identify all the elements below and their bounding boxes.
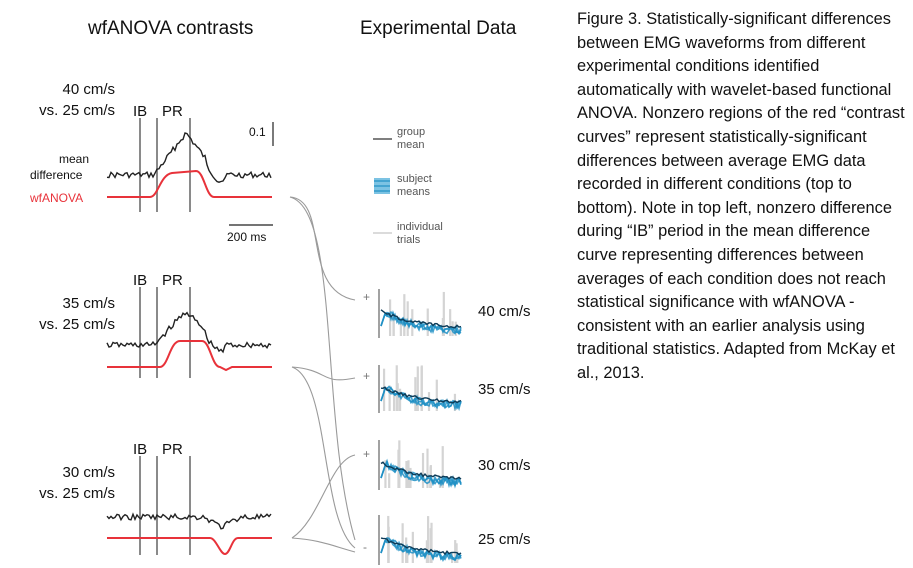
legend-individual-trials: individual trials xyxy=(397,221,443,247)
connector-line xyxy=(291,537,356,553)
period-ib-label: IB xyxy=(133,103,148,120)
condition-label: 25 cm/s xyxy=(478,531,531,548)
mean-difference-label-line2: difference xyxy=(30,168,83,182)
emg-plots xyxy=(378,289,462,565)
period-ib-label: IB xyxy=(133,441,148,458)
wfanova-contrast-curve xyxy=(107,340,272,372)
comparison-line-1: 40 cm/s xyxy=(62,81,115,98)
mean-difference-curve xyxy=(106,132,272,183)
period-pr-label: PR xyxy=(162,441,183,458)
legend-text: individual xyxy=(397,221,443,233)
group-mean-trace xyxy=(380,461,462,480)
figure-caption: Figure 3. Statistically-significant diff… xyxy=(577,10,905,382)
mean-difference-curve xyxy=(106,512,272,530)
time-scale-label: 200 ms xyxy=(227,230,267,244)
connector-line xyxy=(289,196,356,301)
period-pr-label: PR xyxy=(162,103,183,120)
comparison-line-2: vs. 25 cm/s xyxy=(39,102,115,119)
connector-lines xyxy=(289,196,356,553)
group-mean-trace xyxy=(380,537,462,556)
legend-subject-means: subject means xyxy=(397,173,432,199)
condition-label: 35 cm/s xyxy=(478,381,531,398)
wfanova-contrast-curve xyxy=(107,537,272,556)
comparison-line-1: 30 cm/s xyxy=(62,464,115,481)
connector-line xyxy=(291,366,356,381)
legend-text: subject xyxy=(397,173,432,185)
mean-difference-label-line1: mean xyxy=(59,152,90,166)
amplitude-scale-label: 0.1 xyxy=(249,125,266,139)
condition-label: 40 cm/s xyxy=(478,303,531,320)
legend-text: group xyxy=(397,126,426,138)
mean-difference-curve xyxy=(106,311,272,354)
connector-line xyxy=(291,454,356,539)
period-ib-label: IB xyxy=(133,272,148,289)
period-pr-label: PR xyxy=(162,272,183,289)
legend-text: trials xyxy=(397,234,421,246)
contrast-sign: + xyxy=(363,290,371,304)
subject-mean-trace xyxy=(380,458,462,489)
contrast-sign: + xyxy=(363,369,371,383)
middle-column-title: Experimental Data xyxy=(360,18,517,39)
panels-layer xyxy=(106,118,274,556)
group-mean-trace xyxy=(380,309,462,329)
legend-text: mean xyxy=(397,139,425,151)
comparison-label: 35 cm/s vs. 25 cm/s xyxy=(0,293,115,335)
comparison-line-2: vs. 25 cm/s xyxy=(39,316,115,333)
wfanova-label: wfANOVA xyxy=(30,191,84,205)
connector-line xyxy=(291,366,356,549)
subject-mean-trace xyxy=(380,537,462,562)
legend-text: means xyxy=(397,186,431,198)
connector-line xyxy=(289,196,356,541)
left-column-title: wfANOVA contrasts xyxy=(88,18,254,39)
contrast-sign: + xyxy=(363,447,371,461)
condition-label: 30 cm/s xyxy=(478,457,531,474)
comparison-line-2: vs. 25 cm/s xyxy=(39,485,115,502)
group-mean-trace xyxy=(380,386,462,404)
comparison-label: 30 cm/s vs. 25 cm/s xyxy=(0,462,115,504)
wfanova-contrast-curve xyxy=(107,169,272,198)
comparison-label: 40 cm/s vs. 25 cm/s xyxy=(0,79,115,121)
legend-group-mean: group mean xyxy=(397,126,425,152)
contrast-sign: - xyxy=(363,540,367,554)
legend-graphics xyxy=(373,138,392,234)
comparison-line-1: 35 cm/s xyxy=(62,295,115,312)
